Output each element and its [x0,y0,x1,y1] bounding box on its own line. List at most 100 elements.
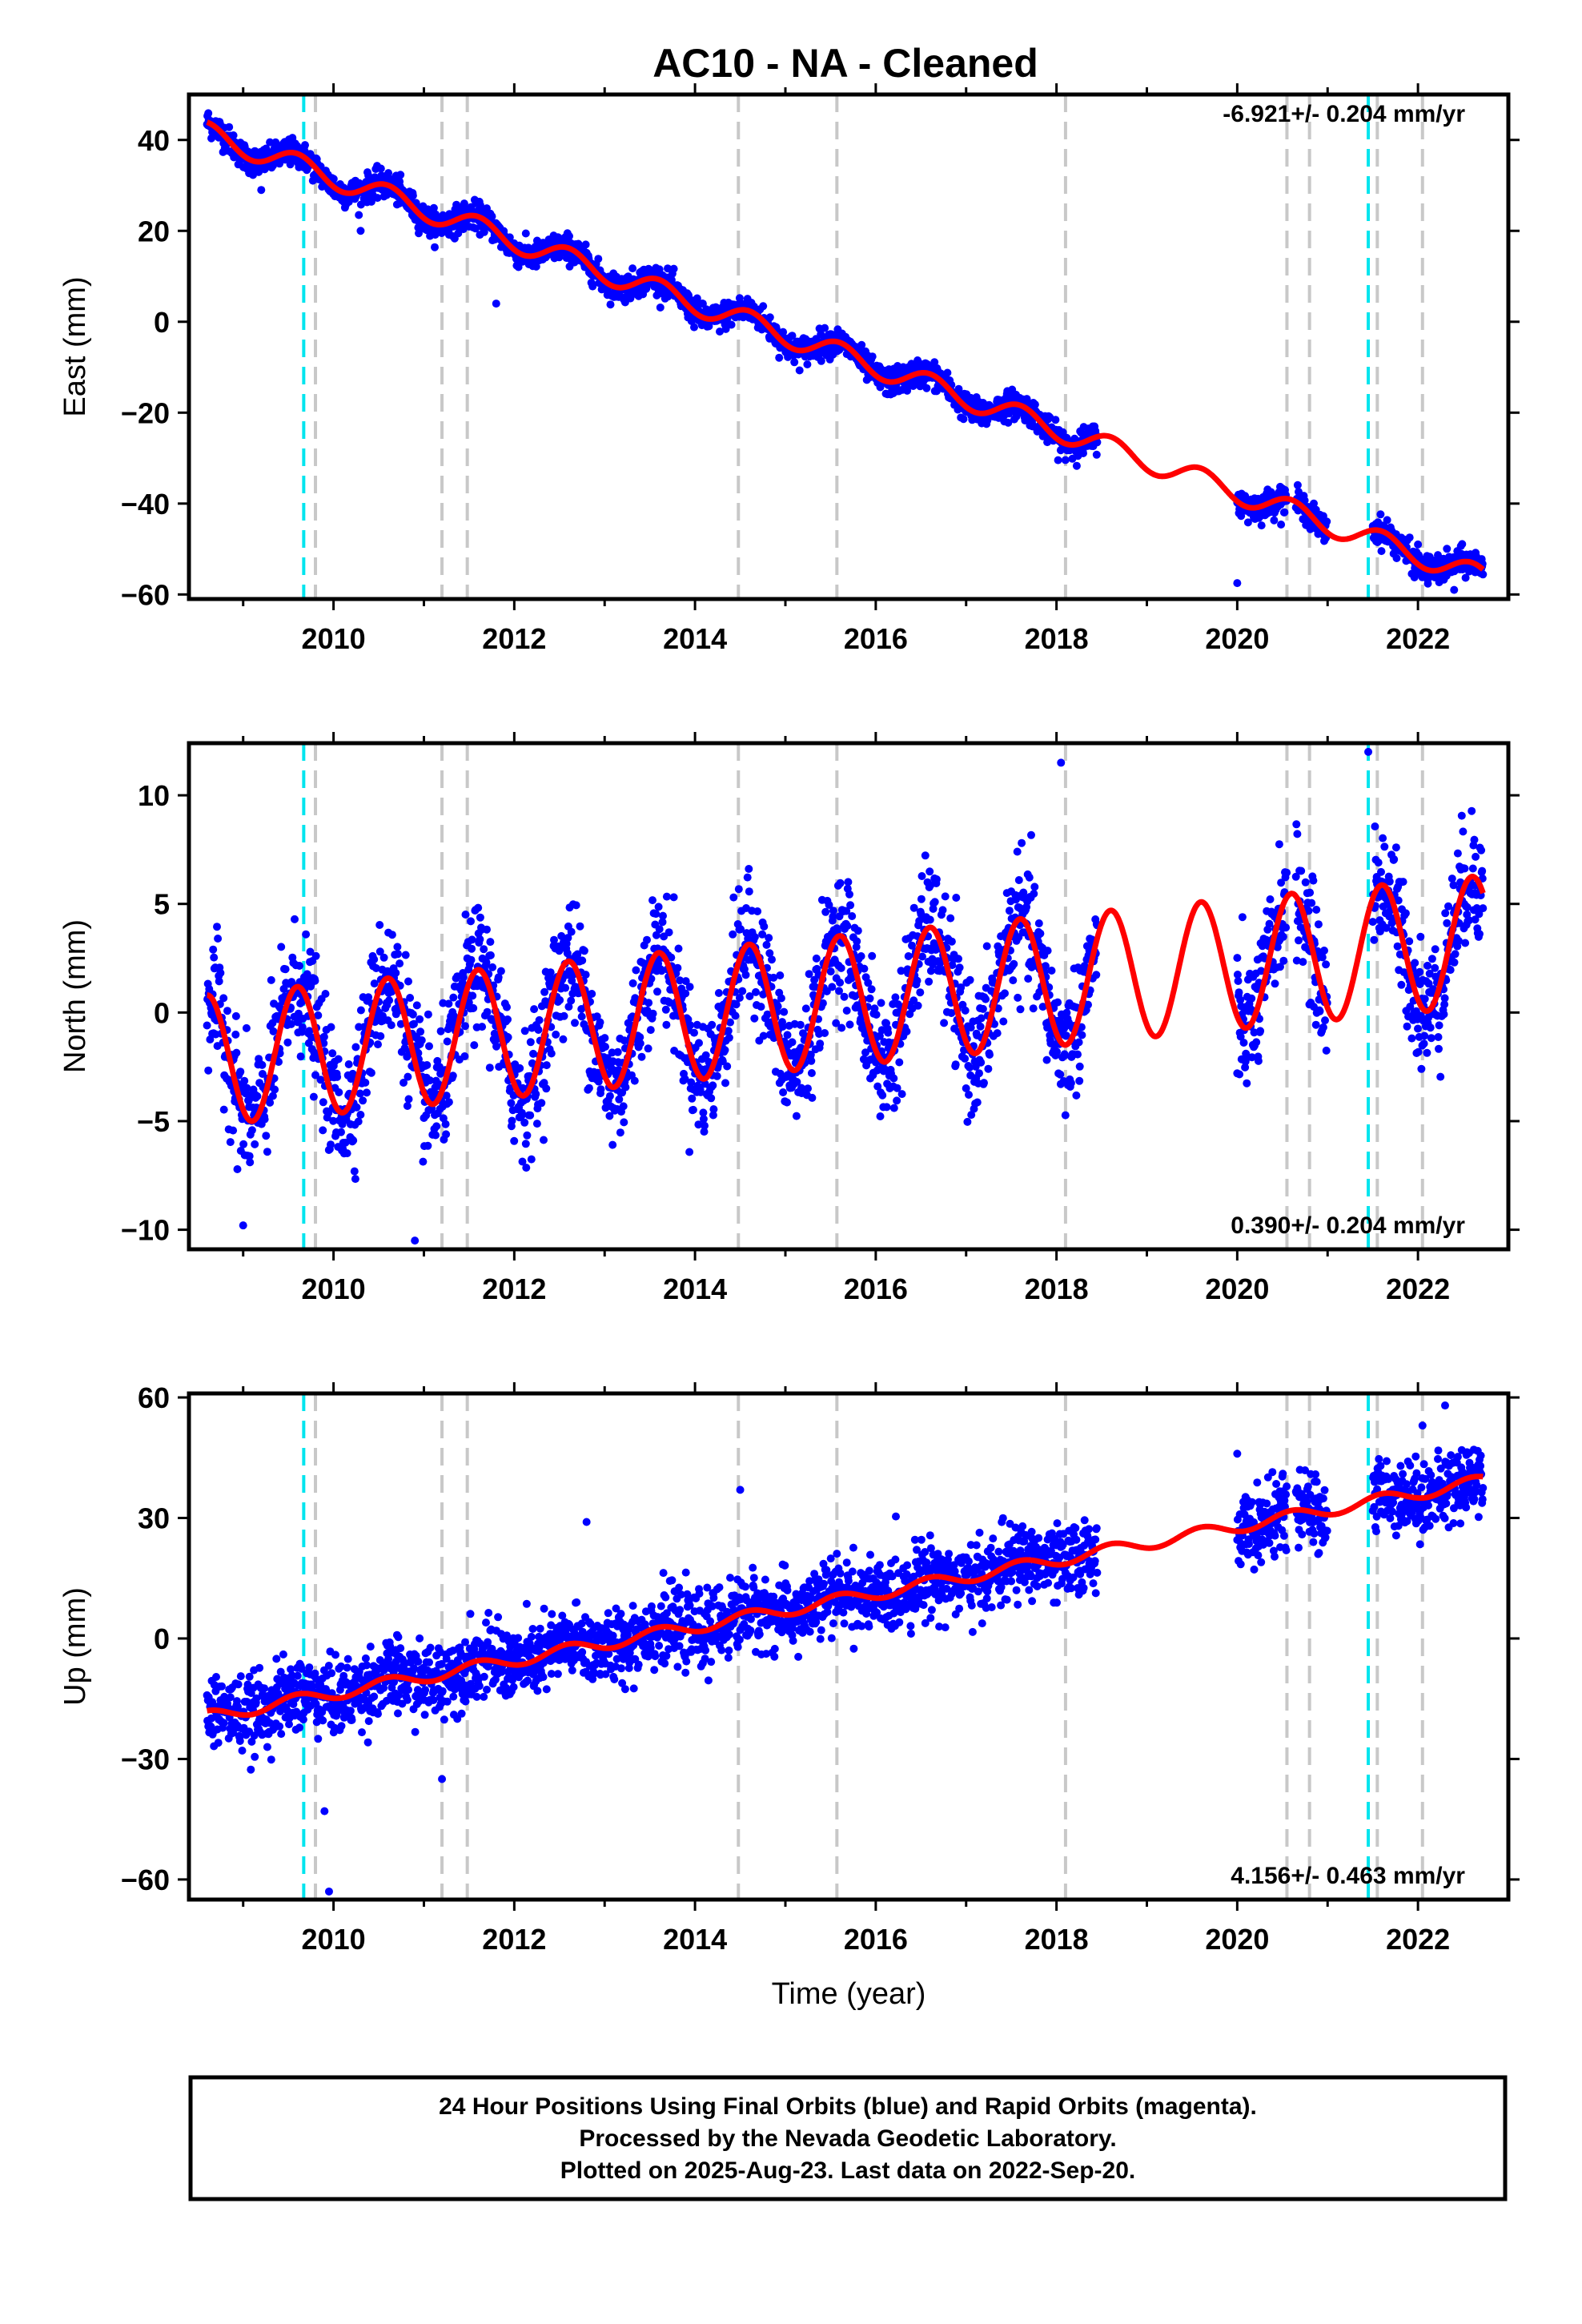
data-point [669,893,678,902]
data-point [1036,929,1045,938]
data-point [559,1035,568,1043]
data-point [966,975,974,984]
data-point [419,1157,428,1166]
data-point [295,962,303,970]
data-point [685,1148,694,1156]
y-tick-label: −60 [121,578,170,611]
data-point [1072,461,1081,470]
data-point [701,1121,709,1130]
data-point [246,1158,255,1167]
data-point [1016,1005,1025,1014]
data-point [231,1030,240,1039]
data-point [846,901,855,910]
data-point [253,1092,262,1100]
outlier-point [492,300,500,308]
east-panel: 2010 2012 2014 2016 2018 2020 2022−60−40−20020… [58,83,1520,655]
final-orbits-points [203,806,1488,1184]
data-point [628,264,637,273]
data-point [594,1077,603,1086]
data-point [699,1108,708,1117]
data-point [236,1068,245,1076]
data-point [581,971,590,979]
data-point [655,925,664,934]
data-point [521,1140,530,1148]
data-point [1034,919,1043,927]
data-point [857,952,865,960]
data-point [522,1164,531,1172]
data-point [567,996,576,1005]
data-point [260,1115,269,1124]
data-point [780,1007,789,1016]
data-point [596,1018,604,1027]
data-point [291,915,299,923]
data-point [329,175,338,183]
data-point [406,994,415,1002]
x-tick-label: 2014 [663,622,727,655]
data-point [517,1108,526,1117]
data-point [750,1014,759,1023]
data-point [685,983,694,991]
data-point [1042,1055,1051,1064]
data-point [1022,395,1031,404]
data-point [266,138,275,147]
data-point [393,943,402,951]
data-point [444,999,453,1008]
data-point [1280,508,1289,517]
data-point [788,1038,797,1047]
data-point [1434,1033,1443,1041]
data-point [1315,1007,1324,1015]
data-point [229,1126,238,1135]
data-point [467,955,476,964]
data-point [1377,867,1385,876]
data-point [637,1052,646,1061]
data-point [845,1020,854,1029]
data-point [1295,936,1303,945]
data-point [714,989,723,997]
data-point [581,240,590,249]
data-point [467,917,475,926]
data-point [219,994,228,1003]
data-point [853,927,862,935]
data-point [943,368,952,377]
data-point [480,227,488,236]
data-point [891,993,900,1002]
data-point [449,993,458,1002]
data-point [240,1076,249,1085]
data-point [1374,858,1383,867]
data-point [1092,450,1101,459]
data-point [519,1084,527,1092]
data-point [828,983,837,991]
x-tick-label: 2010 [302,622,366,655]
data-point [1420,995,1429,1003]
data-point [1061,1111,1070,1120]
data-point [540,987,549,996]
data-point [724,1027,733,1035]
data-point [750,933,759,942]
data-point [843,922,852,931]
data-point [1247,994,1256,1003]
data-point [763,1010,772,1019]
data-point [792,1112,801,1120]
outlier-point [1414,540,1423,549]
data-point [961,1054,970,1063]
data-point [576,922,584,931]
data-point [955,963,964,972]
data-point [878,1091,887,1100]
data-point [916,988,925,997]
data-point [725,1033,733,1042]
data-point [1403,1022,1411,1031]
data-point [1439,1010,1448,1019]
data-point [842,1007,851,1015]
data-point [309,1092,318,1101]
data-point [441,1120,450,1128]
data-point [636,1033,644,1042]
data-point [621,1083,630,1092]
data-point [1283,868,1291,877]
data-point [656,304,665,312]
data-point [977,1058,986,1067]
data-point [219,1105,228,1114]
data-point [255,167,263,176]
data-point [716,328,724,336]
data-point [429,203,438,212]
data-point [461,911,470,919]
